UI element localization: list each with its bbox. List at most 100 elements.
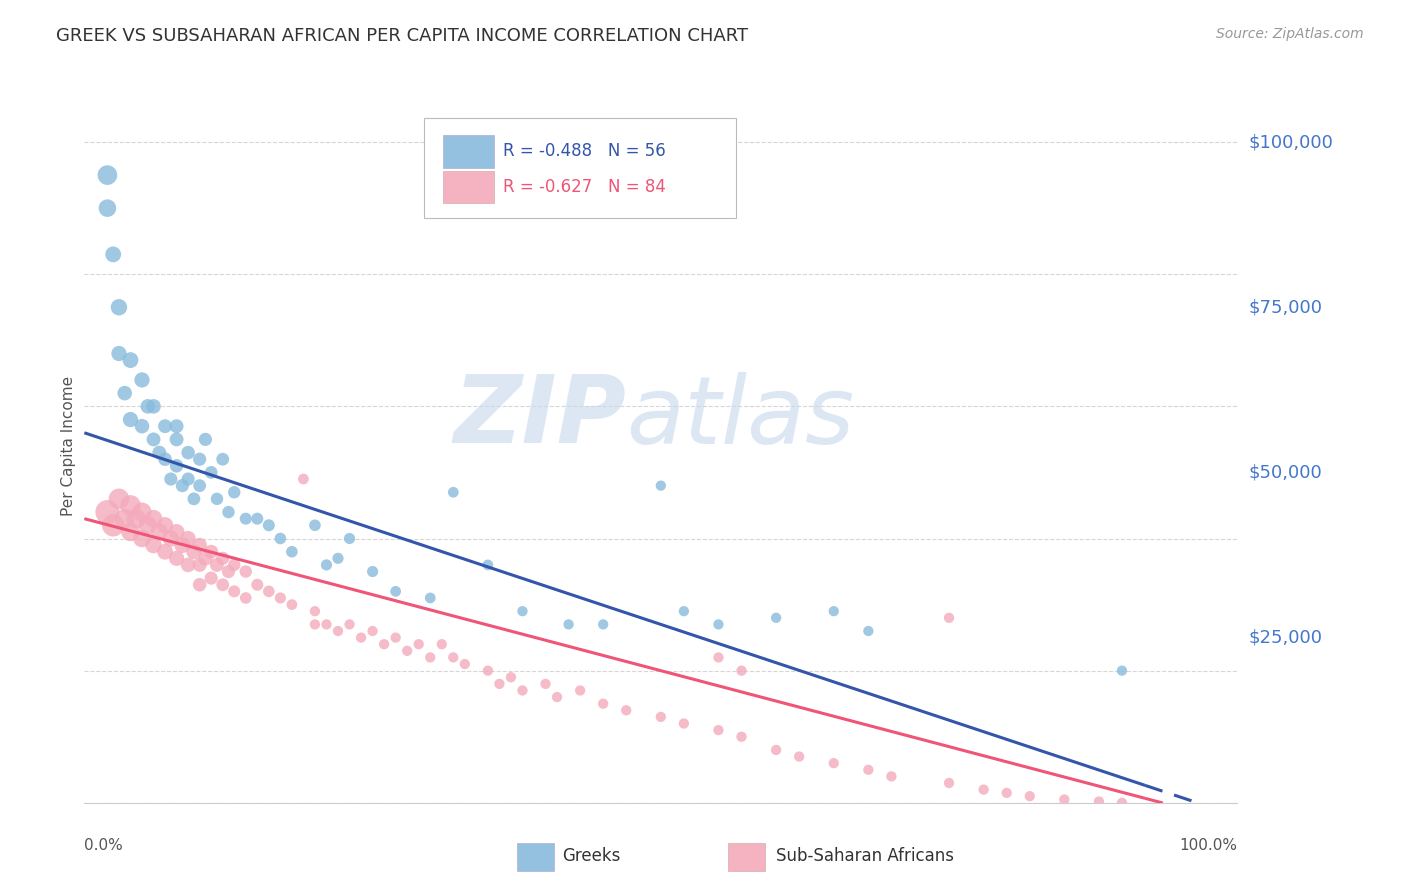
Point	[292, 472, 315, 486]
Point	[315, 558, 337, 572]
Point	[419, 591, 441, 605]
Point	[858, 763, 880, 777]
Point	[194, 433, 217, 447]
Point	[350, 631, 373, 645]
Text: Source: ZipAtlas.com: Source: ZipAtlas.com	[1216, 27, 1364, 41]
Point	[177, 532, 200, 546]
Text: ZIP: ZIP	[453, 371, 626, 464]
Point	[211, 578, 233, 592]
Point	[730, 664, 752, 678]
Point	[707, 723, 730, 738]
Point	[177, 472, 200, 486]
Point	[396, 644, 419, 658]
Point	[114, 511, 136, 525]
Point	[148, 445, 170, 459]
FancyBboxPatch shape	[425, 118, 735, 218]
Point	[361, 624, 384, 638]
Point	[569, 683, 592, 698]
Point	[200, 466, 222, 480]
Point	[477, 558, 499, 572]
Point	[131, 419, 153, 434]
Point	[211, 551, 233, 566]
Point	[159, 532, 183, 546]
Point	[120, 412, 142, 426]
Text: $100,000: $100,000	[1249, 133, 1333, 151]
Point	[534, 677, 557, 691]
Point	[512, 683, 534, 698]
Point	[499, 670, 522, 684]
Point	[384, 584, 406, 599]
Point	[96, 505, 118, 519]
Point	[148, 524, 170, 539]
Point	[131, 373, 153, 387]
Point	[136, 400, 159, 414]
Point	[304, 617, 326, 632]
Point	[257, 518, 280, 533]
Point	[200, 545, 222, 559]
Text: Greeks: Greeks	[562, 847, 621, 865]
Point	[858, 624, 880, 638]
Point	[166, 433, 188, 447]
Point	[205, 558, 228, 572]
Point	[136, 518, 159, 533]
Point	[269, 532, 291, 546]
Point	[166, 524, 188, 539]
Point	[153, 545, 176, 559]
Point	[205, 491, 228, 506]
Point	[166, 551, 188, 566]
Point	[114, 386, 136, 401]
Point	[557, 617, 579, 632]
Point	[257, 584, 280, 599]
Point	[650, 478, 672, 492]
Point	[188, 538, 211, 552]
Point	[103, 518, 124, 533]
Point	[707, 650, 730, 665]
Point	[188, 452, 211, 467]
Point	[177, 445, 200, 459]
Point	[166, 458, 188, 473]
Point	[172, 538, 194, 552]
Point	[224, 485, 246, 500]
Point	[488, 677, 510, 691]
Point	[217, 565, 239, 579]
Point	[153, 452, 176, 467]
Point	[995, 786, 1018, 800]
FancyBboxPatch shape	[443, 170, 494, 203]
Point	[512, 604, 534, 618]
Point	[546, 690, 568, 704]
Point	[224, 558, 246, 572]
Point	[246, 511, 269, 525]
Point	[765, 611, 787, 625]
Point	[880, 769, 903, 783]
Point	[177, 558, 200, 572]
Point	[419, 650, 441, 665]
Point	[153, 518, 176, 533]
Point	[765, 743, 787, 757]
Point	[120, 499, 142, 513]
Point	[188, 478, 211, 492]
Text: $75,000: $75,000	[1249, 298, 1323, 317]
Point	[235, 591, 257, 605]
Text: atlas: atlas	[626, 372, 855, 463]
Point	[96, 201, 118, 215]
Point	[235, 565, 257, 579]
Point	[614, 703, 637, 717]
Point	[96, 168, 118, 182]
Point	[672, 716, 695, 731]
Point	[326, 551, 349, 566]
Point	[1111, 796, 1133, 810]
Point	[823, 604, 845, 618]
Point	[183, 545, 205, 559]
Point	[103, 247, 124, 261]
Point	[592, 617, 614, 632]
Point	[430, 637, 453, 651]
Point	[159, 472, 183, 486]
Point	[730, 730, 752, 744]
Point	[408, 637, 430, 651]
Point	[142, 511, 165, 525]
Point	[339, 617, 361, 632]
Point	[120, 524, 142, 539]
Point	[938, 611, 960, 625]
Point	[384, 631, 406, 645]
Point	[142, 400, 165, 414]
